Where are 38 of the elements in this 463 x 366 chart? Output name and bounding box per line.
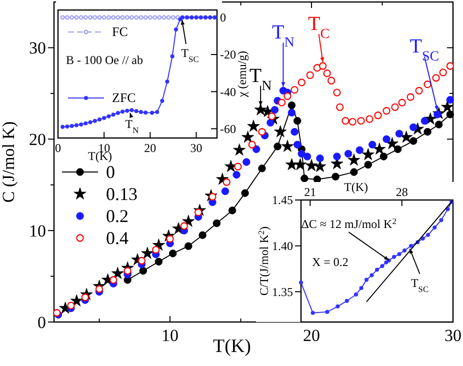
y-axis-title: C (J/mol K)	[0, 121, 18, 203]
x-tick-label: 28	[396, 185, 408, 199]
legend-label: 0.4	[106, 228, 128, 248]
legend-label: 0	[106, 162, 115, 182]
y-tick-label: 1.40	[272, 239, 293, 254]
annotation: T$_{N}$	[249, 64, 272, 94]
y2-tick-label: -20	[220, 48, 236, 62]
x-tick-label: 20	[144, 141, 156, 155]
annotation: T$_{C}$	[308, 13, 330, 42]
legend-label: FC	[112, 24, 128, 40]
y2-tick-label: 0	[220, 10, 226, 25]
y-tick-label: 0	[38, 312, 46, 332]
y2-tick-label: -40	[220, 84, 236, 99]
legend-label: 0.13	[106, 184, 138, 204]
legend-label: 0.2	[106, 206, 128, 226]
x-axis-title: T(K)	[213, 336, 251, 357]
legend-label: ZFC	[112, 90, 136, 106]
x-axis-title: T(K)	[344, 180, 368, 194]
x-tick-label: 0	[55, 141, 61, 155]
x-tick-label: 30	[444, 326, 462, 345]
annotation: B - 100 Oe // ab	[66, 53, 143, 67]
annotation: T$_{SC}$	[181, 46, 200, 64]
annotation: X = 0.2	[312, 255, 348, 269]
y-tick-label: 10	[29, 222, 46, 241]
y-tick-label: 1.35	[272, 284, 293, 299]
x-tick-label: 10	[162, 326, 179, 345]
y-tick-label: 30	[29, 38, 46, 58]
annotation: ΔC ≈ 12 mJ/mol K$^{2}$	[301, 216, 396, 232]
y-tick-label: 1.45	[272, 193, 293, 208]
y2-tick-label: -60	[220, 122, 236, 136]
annotation: T$_{SC}$	[410, 35, 440, 64]
annotation: T$_{SC}$	[410, 276, 429, 294]
annotation: T$_{N}$	[272, 22, 294, 50]
x-tick-label: 20	[303, 326, 320, 345]
x-tick-label: 21	[304, 185, 316, 199]
x-tick-label: 30	[190, 141, 202, 155]
annotation: T$_{N}$	[125, 117, 139, 134]
y2-axis-title: χ (emu/g)	[235, 50, 249, 98]
